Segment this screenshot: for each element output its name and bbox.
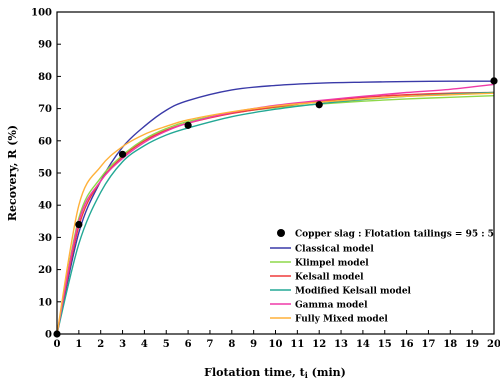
x-tick-label: 19 — [465, 339, 479, 350]
y-tick-label: 20 — [38, 265, 52, 276]
x-tick-label: 6 — [185, 339, 192, 350]
legend-label-klimpel-model: Klimpel model — [295, 259, 369, 269]
x-axis-title: Flotation time, ti (min) — [204, 366, 346, 380]
y-tick-label: 50 — [38, 169, 52, 180]
series-line-gamma-model — [56, 83, 495, 335]
data-point — [315, 101, 323, 109]
experimental-points — [53, 77, 498, 338]
x-tick-label: 12 — [312, 339, 326, 350]
x-tick-label: 13 — [334, 339, 348, 350]
series-line-kelsall-model — [56, 91, 495, 335]
data-point — [184, 121, 192, 129]
x-tick-label: 20 — [487, 339, 500, 350]
x-tick-label: 2 — [97, 339, 104, 350]
legend: Copper slag : Flotation tailings = 95 : … — [270, 229, 494, 325]
x-tick-label: 15 — [378, 339, 392, 350]
legend-label-gamma-model: Gamma model — [295, 301, 368, 311]
legend-label-classical-model: Classical model — [295, 245, 374, 255]
series-line-classical-model — [56, 80, 495, 335]
x-tick-label: 0 — [54, 339, 61, 350]
data-point — [75, 220, 83, 229]
x-tick-label: 1 — [75, 339, 82, 350]
y-tick-label: 90 — [38, 40, 52, 51]
x-tick-label: 9 — [250, 339, 257, 350]
x-tick-label: 17 — [421, 339, 435, 350]
y-tick-label: 70 — [38, 104, 52, 115]
x-tick-label: 16 — [400, 339, 414, 350]
x-axis-ticks: 0 1 2 3 4 5 6 7 8 9 10 11 12 13 14 15 16 17 18 19 20 — [54, 330, 500, 350]
legend-marker-scatter — [277, 229, 285, 237]
y-tick-label: 30 — [38, 233, 52, 244]
x-tick-label: 8 — [228, 339, 235, 350]
series-line-klimpel-model — [56, 95, 495, 335]
y-tick-label: 40 — [38, 201, 52, 212]
x-tick-label: 11 — [290, 339, 304, 350]
plot-area — [53, 11, 498, 338]
y-tick-label: 80 — [38, 72, 52, 83]
x-tick-label: 10 — [269, 339, 283, 350]
y-axis-ticks: 0 10 20 30 40 50 60 70 80 90 100 — [31, 8, 61, 341]
data-point — [118, 150, 127, 158]
legend-label-kelsall-model: Kelsall model — [295, 273, 364, 283]
series-line-fully-mixed-model — [56, 92, 495, 335]
legend-label-modified-kelsall-model: Modified Kelsall model — [295, 287, 412, 297]
x-tick-label: 3 — [119, 339, 126, 350]
x-tick-label: 14 — [356, 339, 370, 350]
series-line-modified-kelsall-model — [56, 91, 495, 335]
y-tick-label: 100 — [31, 8, 52, 19]
y-tick-label: 10 — [38, 297, 52, 308]
x-tick-label: 5 — [163, 339, 170, 350]
legend-label-fully-mixed-model: Fully Mixed model — [295, 315, 388, 325]
plot-frame — [56, 11, 495, 335]
legend-label-scatter: Copper slag : Flotation tailings = 95 : … — [295, 230, 494, 240]
y-tick-label: 0 — [45, 330, 52, 341]
x-tick-label: 18 — [443, 339, 457, 350]
model-curves — [56, 80, 495, 335]
legend-line-entries: Classical model Klimpel model Kelsall mode… — [270, 245, 412, 325]
x-tick-label: 4 — [141, 339, 148, 350]
x-tick-label: 7 — [206, 339, 213, 350]
y-tick-label: 60 — [38, 136, 52, 147]
y-axis-title: Recovery, R (%) — [6, 125, 19, 221]
